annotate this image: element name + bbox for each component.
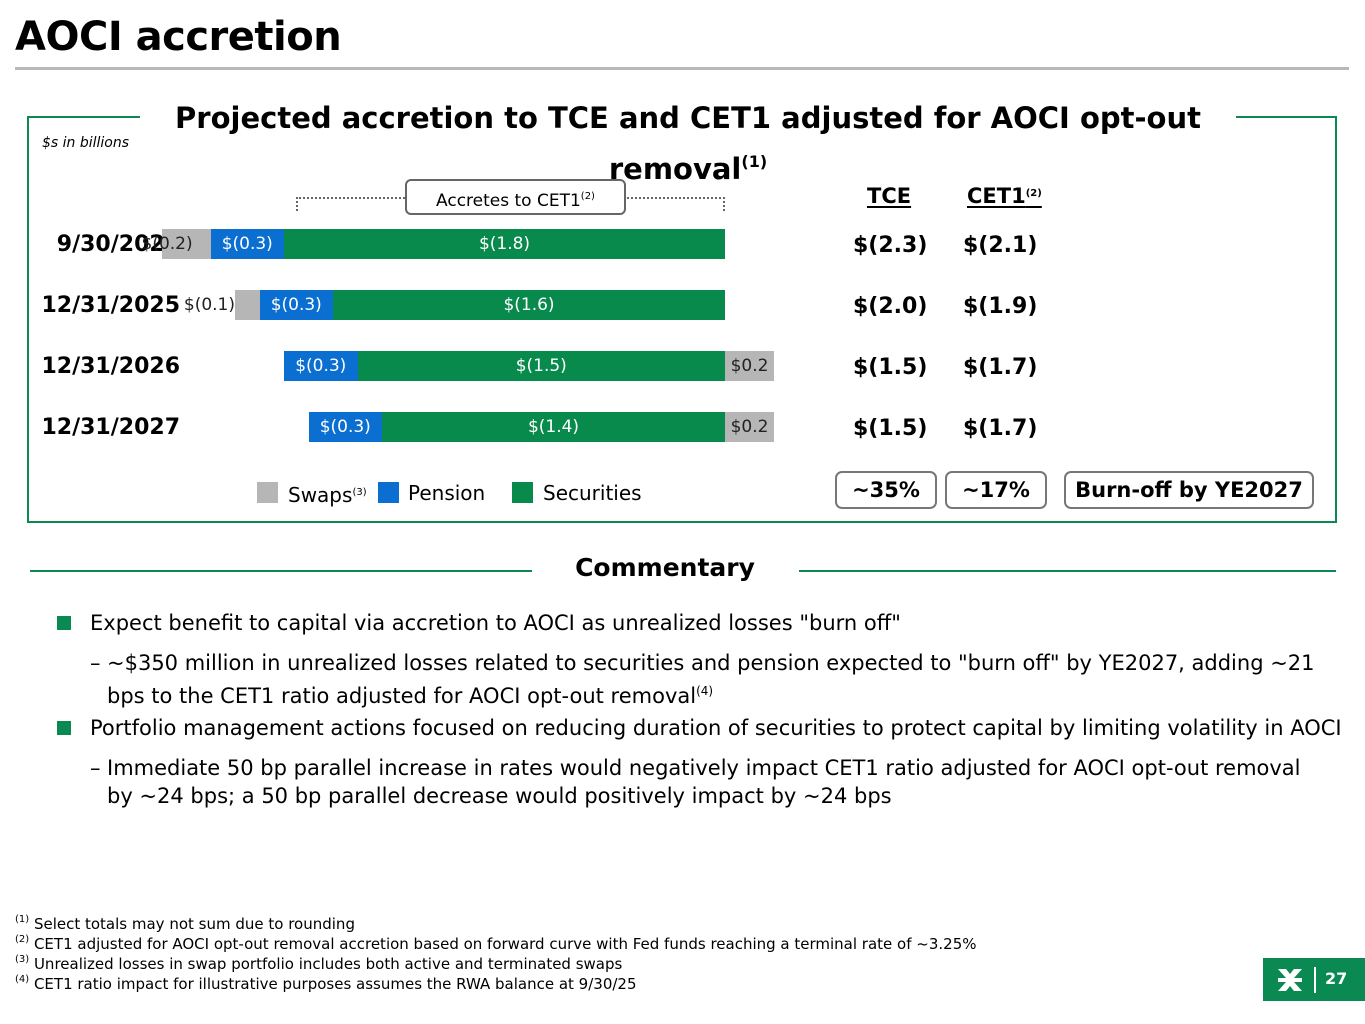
- accretes-label-text: Accretes to CET1: [436, 191, 581, 211]
- page-number: 27: [1325, 969, 1348, 988]
- bank-logo: 27: [1263, 958, 1365, 1001]
- row-label: 12/31/2026: [41, 354, 180, 379]
- commentary-sub-bullet-2: Immediate 50 bp parallel increase in rat…: [107, 756, 1301, 808]
- sub-bullet-1-text: ~$350 million in unrealized losses relat…: [107, 651, 1315, 708]
- bar-pension: $(0.3): [210, 229, 284, 259]
- chart-title: Projected accretion to TCE and CET1 adju…: [140, 96, 1236, 186]
- bar-swaps: [161, 229, 211, 259]
- cet1-value: $(2.1): [963, 233, 1038, 258]
- legend-swatch-pension: [378, 482, 399, 503]
- bar-securities: $(1.6): [333, 290, 725, 320]
- legend-swatch-securities: [512, 482, 533, 503]
- page-title: AOCI accretion: [15, 14, 342, 60]
- cet1-value: $(1.9): [963, 294, 1038, 319]
- bar-swaps-label: $(0.2): [141, 234, 193, 254]
- accretes-label: Accretes to CET1(2): [405, 179, 626, 215]
- tce-value: $(2.0): [853, 294, 928, 319]
- cet1-header-sup: (2): [1025, 188, 1042, 199]
- commentary-bullet-1: Expect benefit to capital via accretion …: [90, 611, 901, 635]
- burn-off-pill: Burn-off by YE2027: [1064, 471, 1314, 509]
- footnote-1: (1) Select totals may not sum due to rou…: [15, 914, 355, 933]
- legend-swaps-sup: (3): [352, 487, 367, 498]
- cet1-value: $(1.7): [963, 416, 1038, 441]
- bar-securities: $(1.4): [382, 412, 725, 442]
- tce-header: TCE: [867, 184, 912, 208]
- bullet-marker: [57, 616, 71, 630]
- sub-bullet-1-sup: (4): [696, 684, 714, 698]
- cet1-change-pill: ~17%: [945, 471, 1047, 509]
- bar-pension: $(0.3): [284, 351, 358, 381]
- units-note: $s in billions: [42, 135, 130, 151]
- legend-securities: Securities: [543, 481, 642, 505]
- bar-securities: $(1.5): [357, 351, 725, 381]
- bar-pension: $(0.3): [259, 290, 333, 320]
- bar-swaps: [235, 290, 260, 320]
- legend-pension: Pension: [408, 481, 486, 505]
- footnote-2: (2) CET1 adjusted for AOCI opt-out remov…: [15, 934, 977, 953]
- commentary-sub-bullet-1: ~$350 million in unrealized losses relat…: [107, 649, 1317, 710]
- bank-logo-icon: [1278, 969, 1302, 991]
- legend-swaps-label: Swaps: [288, 483, 353, 507]
- bar-pension: $(0.3): [308, 412, 382, 442]
- sub-bullet-dash: –: [90, 651, 101, 675]
- chart-title-sup: (1): [741, 152, 768, 171]
- row-label: 12/31/2025: [41, 293, 180, 318]
- commentary-rule-right: [799, 570, 1336, 572]
- legend-swatch-swaps: [257, 482, 278, 503]
- tce-value: $(2.3): [853, 233, 928, 258]
- footnote-3: (3) Unrealized losses in swap portfolio …: [15, 954, 623, 973]
- legend-swaps: Swaps(3): [288, 481, 367, 507]
- row-label: 9/30/2025: [56, 232, 180, 257]
- cet1-header-text: CET1: [967, 184, 1026, 208]
- logo-separator: [1314, 967, 1316, 993]
- chart-title-text: Projected accretion to TCE and CET1 adju…: [175, 101, 1201, 186]
- footnote-4: (4) CET1 ratio impact for illustrative p…: [15, 974, 637, 993]
- tce-change-pill: ~35%: [835, 471, 937, 509]
- commentary-title: Commentary: [575, 553, 755, 582]
- commentary-bullet-2: Portfolio management actions focused on …: [90, 716, 1342, 740]
- bar-swaps: $0.2: [725, 412, 774, 442]
- bar-securities: $(1.8): [284, 229, 725, 259]
- bar-swaps: $0.2: [725, 351, 774, 381]
- bullet-marker: [57, 721, 71, 735]
- bar-swaps-label: $(0.1): [183, 295, 235, 315]
- cet1-header: CET1(2): [967, 184, 1042, 208]
- commentary-rule-left: [30, 570, 532, 572]
- title-divider: [15, 67, 1349, 70]
- accretes-label-sup: (2): [580, 191, 595, 202]
- tce-value: $(1.5): [853, 416, 928, 441]
- cet1-value: $(1.7): [963, 355, 1038, 380]
- sub-bullet-dash: –: [90, 756, 101, 780]
- tce-value: $(1.5): [853, 355, 928, 380]
- row-label: 12/31/2027: [41, 415, 180, 440]
